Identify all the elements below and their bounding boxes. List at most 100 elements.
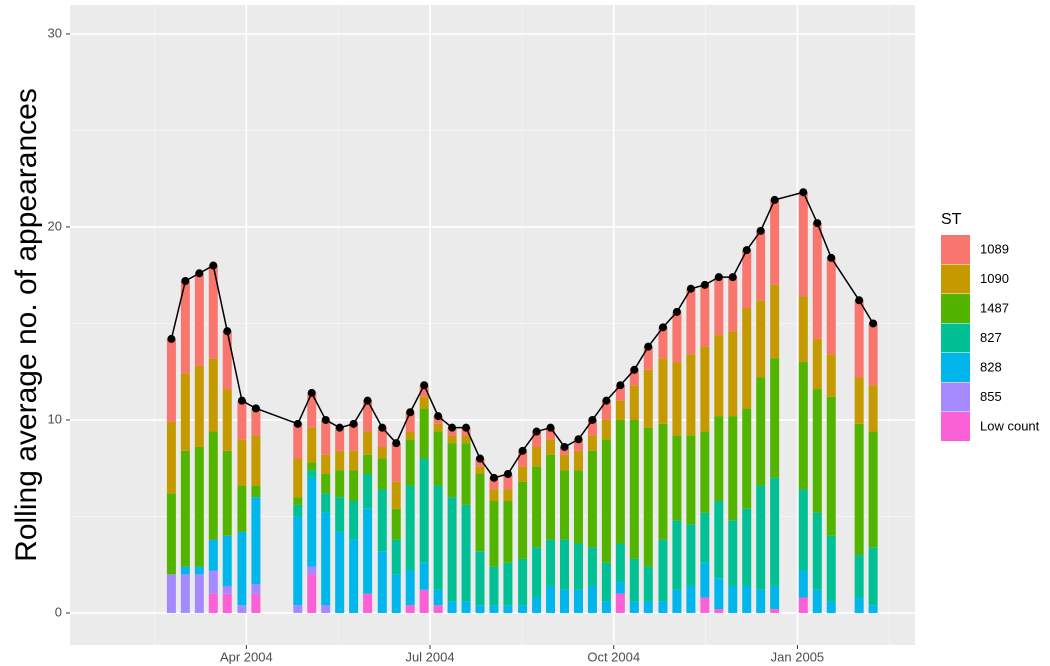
bar-segment: [868, 431, 878, 548]
bar-segment: [194, 574, 204, 613]
bar-segment: [335, 427, 345, 451]
total-point: [209, 261, 218, 270]
bar-segment: [251, 584, 261, 594]
bar-segment: [615, 385, 625, 401]
bar-segment: [714, 277, 724, 336]
bar-segment: [798, 597, 808, 613]
bar-segment: [560, 589, 570, 613]
total-point: [714, 273, 723, 282]
bar-segment: [293, 516, 303, 606]
bar-segment: [307, 462, 317, 471]
bar-segment: [335, 531, 345, 613]
bar-segment: [489, 566, 499, 606]
bar-segment: [518, 558, 528, 606]
bar-segment: [615, 419, 625, 544]
legend-title: ST: [941, 211, 962, 228]
bar-segment: [546, 585, 556, 613]
bar-segment: [756, 300, 766, 378]
total-point: [195, 269, 204, 278]
total-point: [293, 419, 302, 428]
bar-segment: [503, 489, 513, 502]
bar-segment: [293, 605, 303, 613]
total-point: [392, 439, 401, 448]
bar-segment: [728, 416, 738, 521]
bar-segment: [700, 562, 710, 598]
bar-segment: [770, 284, 780, 359]
bar-segment: [658, 358, 668, 424]
total-point: [560, 442, 569, 451]
bar-segment: [307, 470, 317, 478]
bar-segment: [532, 446, 542, 467]
bar-segment: [643, 369, 653, 428]
bar-segment: [293, 504, 303, 517]
bar-segment: [166, 574, 176, 613]
bar-segment: [658, 539, 668, 602]
bar-segment: [615, 593, 625, 613]
bar-segment: [798, 570, 808, 598]
bar-segment: [546, 539, 556, 586]
bar-segment: [756, 377, 766, 486]
bar-segment: [251, 408, 261, 436]
bar-segment: [349, 470, 359, 502]
bar-segment: [349, 450, 359, 471]
bar-segment: [770, 477, 780, 586]
bar-segment: [293, 497, 303, 505]
bar-segment: [180, 280, 190, 374]
bar-segment: [180, 450, 190, 567]
total-point: [335, 423, 344, 432]
bar-segment: [489, 605, 499, 613]
bar-segment: [601, 439, 611, 563]
total-point: [869, 319, 878, 328]
bar-segment: [321, 454, 331, 474]
bar-segment: [391, 539, 401, 575]
bar-segment: [419, 408, 429, 459]
bar-segment: [700, 597, 710, 613]
total-point: [321, 415, 330, 424]
legend-key: [941, 382, 970, 412]
total-point: [503, 469, 512, 478]
bar-segment: [532, 466, 542, 548]
bar-segment: [208, 593, 218, 613]
total-point: [742, 246, 751, 255]
x-tick-label: Jan 2005: [771, 649, 825, 664]
bar-segment: [307, 566, 317, 575]
bar-segment: [363, 508, 373, 594]
bar-segment: [728, 585, 738, 613]
total-point: [588, 415, 597, 424]
total-point: [307, 388, 316, 397]
bar-segment: [615, 543, 625, 583]
bar-segment: [854, 597, 864, 613]
total-point: [462, 423, 471, 432]
bar-segment: [391, 481, 401, 509]
bar-segment: [433, 423, 443, 432]
bar-segment: [503, 501, 513, 563]
legend-key: [941, 412, 970, 441]
total-point: [686, 284, 695, 293]
total-point: [700, 280, 709, 289]
bar-segment: [629, 601, 639, 613]
bar-segment: [293, 423, 303, 459]
bar-segment: [854, 555, 864, 598]
bar-segment: [658, 327, 668, 359]
bar-segment: [251, 497, 261, 585]
bar-segment: [489, 477, 499, 490]
bar-segment: [461, 435, 471, 444]
bar-segment: [601, 601, 611, 613]
bar-segment: [686, 435, 696, 525]
bar-segment: [629, 369, 639, 386]
bar-segment: [447, 601, 457, 613]
bar-segment: [222, 585, 232, 594]
bar-segment: [798, 296, 808, 363]
bar-segment: [812, 389, 822, 513]
bar-segment: [222, 450, 232, 536]
total-point: [406, 408, 415, 417]
bar-segment: [770, 585, 780, 610]
bar-segment: [518, 605, 528, 613]
x-tick-label: Jul 2004: [405, 649, 454, 664]
legend-label: 1089: [980, 241, 1009, 256]
bar-segment: [180, 373, 190, 451]
legend-label: 1090: [980, 271, 1009, 286]
bar-segment: [573, 439, 583, 451]
